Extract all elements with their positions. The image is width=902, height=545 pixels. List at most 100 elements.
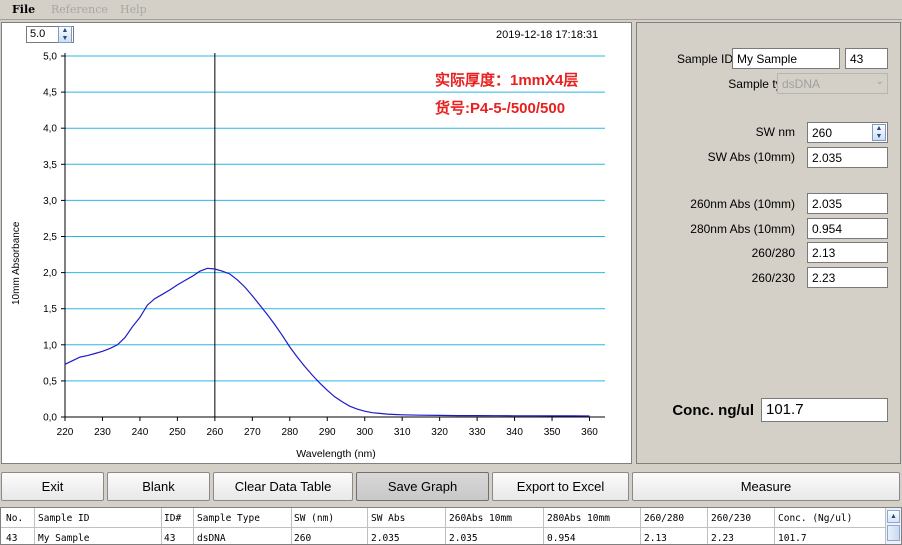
column-header[interactable]: Conc. (Ng/ul) xyxy=(778,513,853,524)
sample-type-value: dsDNA xyxy=(782,77,821,91)
table-cell[interactable]: 101.7 xyxy=(778,533,807,544)
table-cell[interactable]: 2.13 xyxy=(644,533,667,544)
x-tick-label: 250 xyxy=(169,427,186,438)
export-to-excel-button[interactable]: Export to Excel xyxy=(492,472,629,501)
menu-help[interactable]: Help xyxy=(120,3,147,16)
menu-reference[interactable]: Reference xyxy=(51,3,108,16)
sw-nm-spinner[interactable]: ▲ ▼ xyxy=(872,124,886,141)
ymax-value: 5.0 xyxy=(30,28,46,40)
sw-abs-field: 2.035 xyxy=(807,147,888,168)
menu-file[interactable]: File xyxy=(12,3,36,16)
chart-panel: 5.0 ▲ ▼ 2019-12-18 17:18:31 0,0 0,5 1,0 1,5 2… xyxy=(1,22,632,464)
ratio-260-280-field: 2.13 xyxy=(807,242,888,263)
x-tick-label: 220 xyxy=(57,427,74,438)
y-tick-label: 1,0 xyxy=(43,340,57,351)
chevron-down-icon: ⌄ xyxy=(875,76,884,87)
column-header[interactable]: 280Abs 10mm xyxy=(547,513,610,524)
y-tick-label: 1,5 xyxy=(43,304,57,315)
spin-down-icon[interactable]: ▼ xyxy=(61,35,69,42)
column-divider xyxy=(367,508,368,544)
grid-layer xyxy=(65,55,605,382)
x-tick-label: 290 xyxy=(319,427,336,438)
x-tick-label: 270 xyxy=(244,427,261,438)
sw-nm-input[interactable]: 260 xyxy=(807,122,888,143)
clear-data-table-button[interactable]: Clear Data Table xyxy=(213,472,353,501)
column-header[interactable]: Sample Type xyxy=(197,513,260,524)
x-tick-label: 320 xyxy=(431,427,448,438)
timestamp: 2019-12-18 17:18:31 xyxy=(496,29,599,41)
annotation-line2: 货号:P4-5-/500/500 xyxy=(435,100,566,117)
abs280-field: 0.954 xyxy=(807,218,888,239)
column-divider xyxy=(707,508,708,544)
table-cell[interactable]: 2.035 xyxy=(371,533,400,544)
x-tick-label: 260 xyxy=(207,427,224,438)
y-tick-label: 0,0 xyxy=(43,413,57,424)
y-tick-label: 5,0 xyxy=(43,52,57,63)
x-tick-label: 310 xyxy=(394,427,411,438)
results-panel: Sample ID My Sample 43 Sample type dsDNA… xyxy=(636,22,901,464)
column-header[interactable]: 260Abs 10mm xyxy=(449,513,512,524)
data-table: No. Sample ID ID# Sample Type SW (nm) SW Abs 2… xyxy=(0,507,902,545)
tick-layer: 0,0 0,5 1,0 1,5 2,0 2,5 3,0 3,5 4,0 4,5 5,0 220 230 2… xyxy=(43,52,598,439)
x-tick-label: 280 xyxy=(281,427,298,438)
spin-up-icon[interactable]: ▲ xyxy=(875,125,883,132)
ratio-260-230-label: 260/230 xyxy=(751,271,795,285)
exit-button[interactable]: Exit xyxy=(1,472,104,501)
x-tick-label: 330 xyxy=(469,427,486,438)
absorbance-series-line xyxy=(64,267,590,417)
column-divider xyxy=(291,508,292,544)
ratio-260-230-field: 2.23 xyxy=(807,267,888,288)
abs260-field: 2.035 xyxy=(807,193,888,214)
table-scrollbar[interactable]: ▲ xyxy=(885,508,901,544)
sample-id-label: Sample ID xyxy=(676,52,733,66)
annotation-line1: 实际厚度：1mmX4层 xyxy=(435,72,579,89)
column-header[interactable]: No. xyxy=(6,513,24,524)
column-header[interactable]: SW Abs xyxy=(371,513,406,524)
column-header[interactable]: SW (nm) xyxy=(294,513,335,524)
menu-bar: File Reference Help xyxy=(0,0,902,20)
y-tick-label: 3,5 xyxy=(43,160,57,171)
ymax-spinner[interactable]: ▲ ▼ xyxy=(58,26,72,43)
sample-id-input[interactable]: My Sample xyxy=(732,48,840,69)
conc-label: Conc. ng/ul xyxy=(672,402,754,419)
y-axis-label: 10mm Absorbance xyxy=(11,221,22,305)
table-cell[interactable]: 43 xyxy=(6,533,18,544)
scroll-up-icon[interactable]: ▲ xyxy=(887,510,900,523)
y-tick-label: 4,0 xyxy=(43,124,57,135)
line-layer xyxy=(64,267,590,417)
x-axis-label: Wavelength (nm) xyxy=(296,448,376,460)
header-divider xyxy=(1,527,885,528)
save-graph-button[interactable]: Save Graph xyxy=(356,472,489,501)
column-header[interactable]: ID# xyxy=(164,513,182,524)
sw-abs-label: SW Abs (10mm) xyxy=(707,150,795,164)
table-cell[interactable]: 0.954 xyxy=(547,533,576,544)
spin-down-icon[interactable]: ▼ xyxy=(875,133,883,140)
table-cell[interactable]: dsDNA xyxy=(197,533,226,544)
table-cell[interactable]: 43 xyxy=(164,533,176,544)
abs260-label: 260nm Abs (10mm) xyxy=(690,197,795,211)
ratio-260-280-label: 260/280 xyxy=(751,246,795,260)
table-cell[interactable]: My Sample xyxy=(38,533,90,544)
table-cell[interactable]: 2.035 xyxy=(449,533,478,544)
sample-type-select[interactable]: dsDNA ⌄ xyxy=(777,73,888,94)
spin-up-icon[interactable]: ▲ xyxy=(61,27,69,34)
column-header[interactable]: 260/230 xyxy=(711,513,752,524)
sample-number-input[interactable]: 43 xyxy=(845,48,888,69)
x-tick-label: 300 xyxy=(356,427,373,438)
x-tick-label: 350 xyxy=(544,427,561,438)
conc-field: 101.7 xyxy=(761,398,888,422)
column-header[interactable]: 260/280 xyxy=(644,513,685,524)
y-tick-label: 4,5 xyxy=(43,88,57,99)
sw-nm-label: SW nm xyxy=(755,125,795,139)
abs280-label: 280nm Abs (10mm) xyxy=(690,222,795,236)
table-cell[interactable]: 260 xyxy=(294,533,312,544)
y-tick-label: 0,5 xyxy=(43,376,57,387)
table-cell[interactable]: 2.23 xyxy=(711,533,734,544)
measure-button[interactable]: Measure xyxy=(632,472,900,501)
column-divider xyxy=(193,508,194,544)
column-header[interactable]: Sample ID xyxy=(38,513,90,524)
scroll-thumb[interactable] xyxy=(887,525,900,541)
blank-button[interactable]: Blank xyxy=(107,472,210,501)
y-tick-label: 2,0 xyxy=(43,268,57,279)
axis-layer xyxy=(61,53,605,421)
